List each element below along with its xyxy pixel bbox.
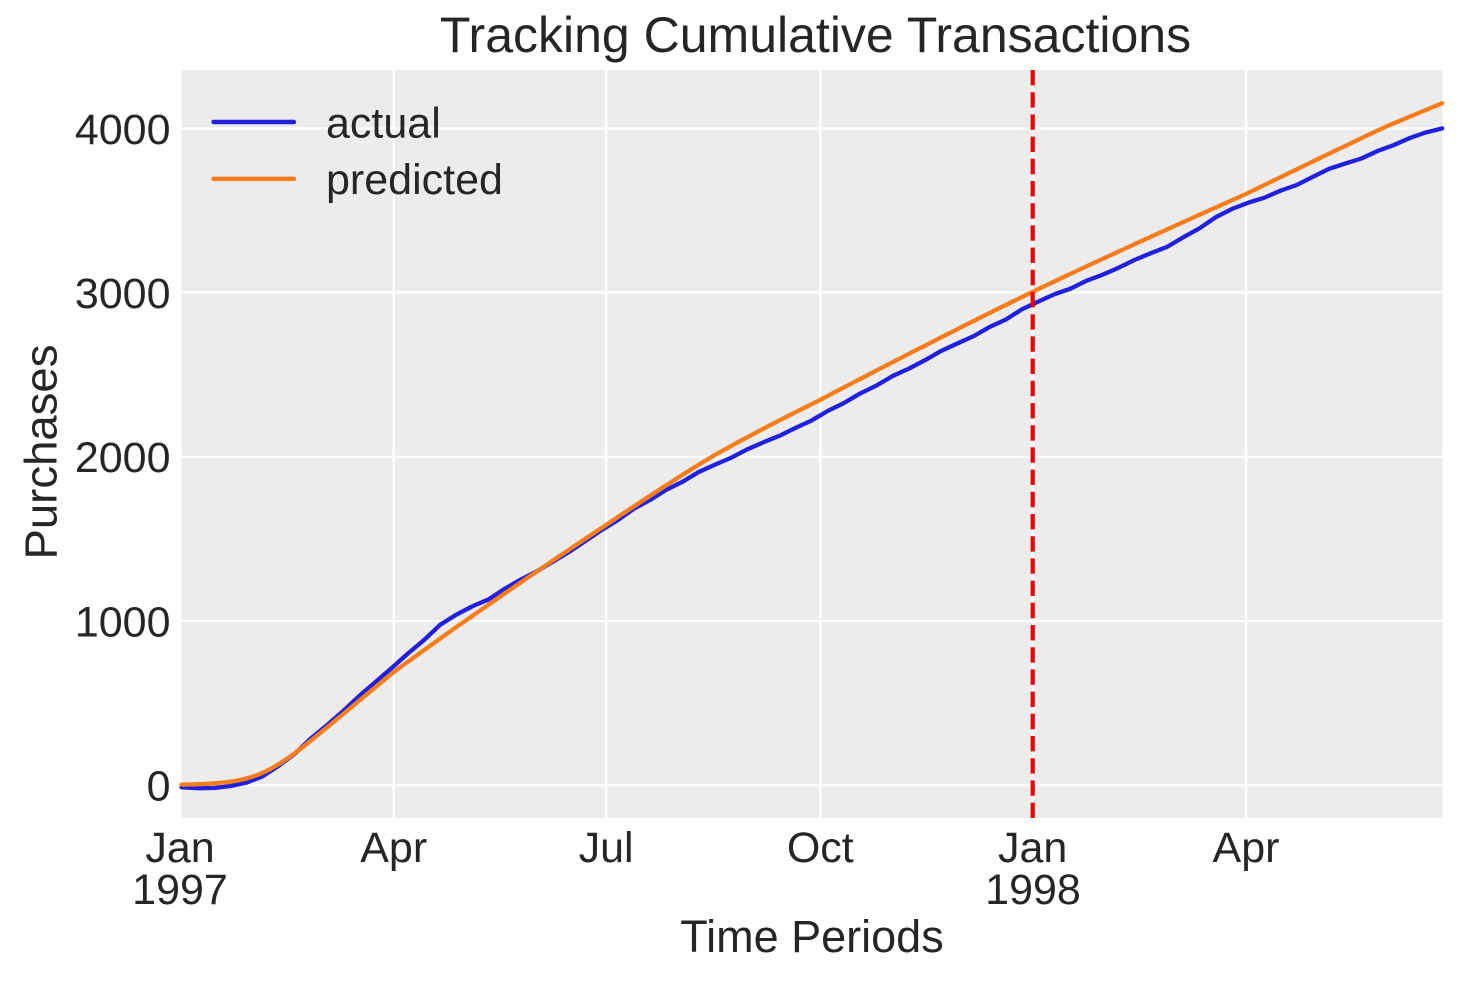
- svg-text:0: 0: [147, 763, 171, 811]
- svg-text:1998: 1998: [985, 866, 1081, 914]
- svg-text:Apr: Apr: [1213, 824, 1280, 872]
- svg-text:Jan: Jan: [998, 824, 1067, 872]
- svg-text:Jul: Jul: [579, 824, 634, 872]
- svg-text:Tracking Cumulative Transactio: Tracking Cumulative Transactions: [440, 7, 1191, 63]
- svg-text:actual: actual: [326, 99, 441, 147]
- svg-text:2000: 2000: [75, 434, 171, 482]
- svg-text:Jan: Jan: [145, 824, 214, 872]
- svg-text:4000: 4000: [75, 106, 171, 154]
- svg-text:1000: 1000: [75, 598, 171, 646]
- svg-text:Purchases: Purchases: [16, 345, 67, 560]
- svg-text:Time Periods: Time Periods: [680, 911, 943, 962]
- svg-text:3000: 3000: [75, 270, 171, 318]
- svg-text:Apr: Apr: [360, 824, 427, 872]
- svg-text:predicted: predicted: [326, 156, 503, 204]
- svg-text:Oct: Oct: [787, 824, 854, 872]
- svg-text:1997: 1997: [132, 866, 228, 914]
